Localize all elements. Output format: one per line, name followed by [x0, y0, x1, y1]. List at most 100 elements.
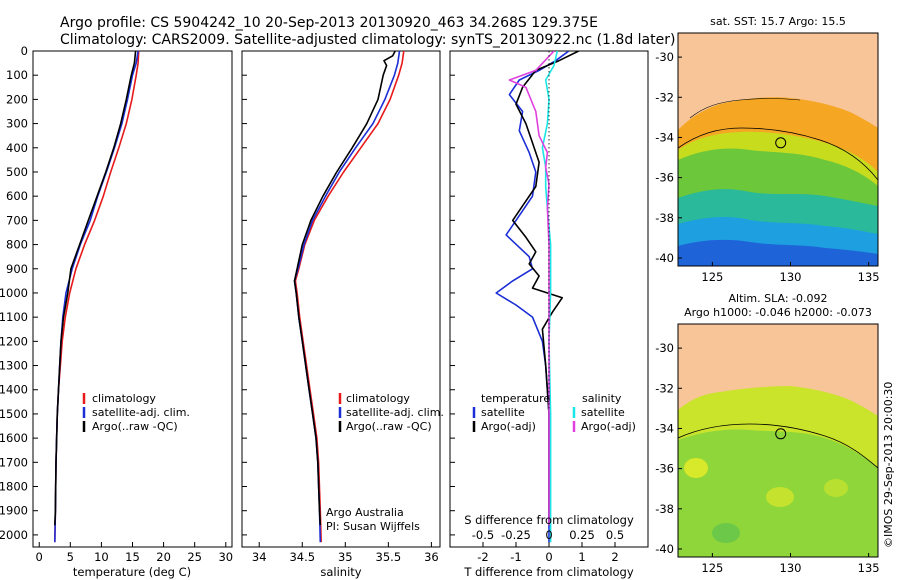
- depth-tick-label: 2000: [0, 528, 28, 542]
- pi-annotation-line-2: PI: Susan Wijffels: [326, 520, 420, 533]
- sla-map: [678, 324, 878, 557]
- depth-tick-label: 900: [6, 262, 28, 276]
- x-tick-label: 5: [67, 550, 74, 564]
- salinity-axes: [241, 50, 441, 548]
- depth-tick-label: 0: [21, 44, 28, 58]
- legend-label-satellite: satellite-adj. clim.: [92, 406, 190, 419]
- x-tick-label: 36: [424, 550, 439, 564]
- map-x-tick-label: 125: [701, 561, 723, 575]
- series-line-argo-raw-qc-: [293, 51, 396, 526]
- map-y-tick-label: -30: [655, 341, 674, 355]
- x-tick-label: -2: [477, 550, 488, 564]
- sst-contour: [678, 127, 878, 181]
- legend-label-s-argo: Argo(-adj): [581, 420, 636, 433]
- depth-tick-label: 1700: [0, 455, 28, 469]
- salinity-legend: climatology satellite-adj. clim. Argo(..…: [326, 392, 444, 533]
- pi-annotation-line-1: Argo Australia: [326, 506, 404, 519]
- depth-tick-labels: 0 100 200 300 400 500 600 700 800 900 1000 1100 1200…: [0, 44, 455, 542]
- series-line-argo-raw-qc-: [54, 51, 137, 526]
- depth-tick-label: 100: [6, 68, 28, 82]
- imos-timestamp: ©IMOS 29-Sep-2013 20:00:30: [882, 382, 895, 548]
- map-x-tick-label: 135: [858, 270, 880, 284]
- temperature-axes: [32, 50, 233, 548]
- series-line-climatology: [294, 51, 405, 543]
- x-tick-label: -1: [510, 550, 521, 564]
- depth-tick-label: 1900: [0, 504, 28, 518]
- legend-title-salinity: salinity: [582, 392, 622, 405]
- sla-contour: [678, 423, 878, 469]
- salinity-x-ticks: 34 34.5 35 35.5 36: [252, 542, 439, 564]
- depth-tick-label: 800: [6, 238, 28, 252]
- legend-label-argo: Argo(..raw -QC): [92, 420, 178, 433]
- header-line-2: Climatology: CARS2009. Satellite-adjuste…: [60, 32, 675, 48]
- legend-label-climatology: climatology: [92, 392, 156, 405]
- map-x-tick-label: 125: [701, 270, 723, 284]
- series-line-t-argo-adj-: [511, 51, 580, 526]
- x-tick-label: 1: [578, 550, 585, 564]
- x2-tick-label: -0.25: [501, 528, 531, 542]
- sst-map-title: sat. SST: 15.7 Argo: 15.5: [710, 15, 846, 28]
- x-tick-label: 10: [94, 550, 109, 564]
- sla-eddy: [766, 487, 794, 507]
- series-line-s-argo-adj-: [508, 51, 555, 526]
- depth-tick-label: 1600: [0, 431, 28, 445]
- depth-tick-label: 1300: [0, 359, 28, 373]
- series-line-s-satellite: [541, 51, 559, 543]
- depth-tick-label: 1200: [0, 334, 28, 348]
- depth-tick-label: 1000: [0, 286, 28, 300]
- map-y-tick-label: -40: [655, 251, 674, 265]
- argo-location-marker: [775, 428, 787, 440]
- legend-label-s-satellite: satellite: [581, 406, 625, 419]
- map-y-tick-label: -40: [655, 542, 674, 556]
- salinity-series: [293, 51, 405, 543]
- temperature-x-ticks: 0 5 10 15 20 25 30: [36, 542, 233, 564]
- series-line-t-satellite: [495, 51, 570, 543]
- legend-label-t-argo: Argo(-adj): [481, 420, 536, 433]
- x2-tick-label: -0.5: [472, 528, 494, 542]
- sla-map-title-2: Argo h1000: -0.046 h2000: -0.073: [684, 306, 872, 319]
- map-y-tick-label: -38: [655, 211, 674, 225]
- map-x-tick-label: 130: [780, 561, 802, 575]
- map-x-tick-label: 135: [858, 561, 880, 575]
- salinity-xlabel: salinity: [320, 565, 361, 579]
- sla-map-frame: [677, 323, 879, 558]
- t-difference-xlabel: T difference from climatology: [463, 565, 634, 579]
- sla-eddy: [824, 479, 848, 497]
- map-y-tick-label: -34: [655, 421, 674, 435]
- map-y-tick-label: -38: [655, 502, 674, 516]
- map-y-tick-label: -34: [655, 130, 674, 144]
- temperature-xlabel: temperature (deg C): [73, 565, 191, 579]
- x-tick-label: 0: [36, 550, 43, 564]
- x-tick-label: 15: [125, 550, 140, 564]
- depth-tick-label: 300: [6, 117, 28, 131]
- legend-label-satellite: satellite-adj. clim.: [346, 406, 444, 419]
- depth-tick-label: 1500: [0, 407, 28, 421]
- header-line-1: Argo profile: CS 5904242_10 20-Sep-2013 …: [60, 15, 598, 31]
- map-y-tick-label: -36: [655, 171, 674, 185]
- sst-map-frame: [677, 32, 879, 267]
- sla-eddy: [684, 458, 708, 478]
- x2-tick-label: 0: [545, 528, 552, 542]
- legend-title-temperature: temperature: [481, 392, 550, 405]
- map-y-tick-label: -32: [655, 381, 674, 395]
- temperature-legend: climatology satellite-adj. clim. Argo(..…: [82, 392, 190, 433]
- sst-band-blue: [678, 239, 878, 266]
- map-y-tick-label: -36: [655, 462, 674, 476]
- sla-map-title-1: Altim. SLA: -0.092: [728, 292, 827, 305]
- depth-tick-label: 400: [6, 141, 28, 155]
- x-tick-label: 20: [156, 550, 171, 564]
- x-tick-label: 2: [611, 550, 618, 564]
- x2-tick-label: 0.5: [606, 528, 624, 542]
- depth-tick-label: 600: [6, 189, 28, 203]
- map-x-tick-label: 130: [780, 270, 802, 284]
- difference-legend: temperature satellite Argo(-adj) salinit…: [472, 392, 636, 433]
- x-tick-label: 25: [187, 550, 202, 564]
- difference-series: [495, 51, 580, 543]
- legend-label-argo: Argo(..raw -QC): [346, 420, 432, 433]
- x2-tick-label: 0.25: [569, 528, 595, 542]
- series-line-satellite-adj-clim-: [293, 51, 401, 543]
- x-tick-label: 0: [545, 550, 552, 564]
- depth-tick-label: 700: [6, 213, 28, 227]
- coastline: [689, 98, 801, 119]
